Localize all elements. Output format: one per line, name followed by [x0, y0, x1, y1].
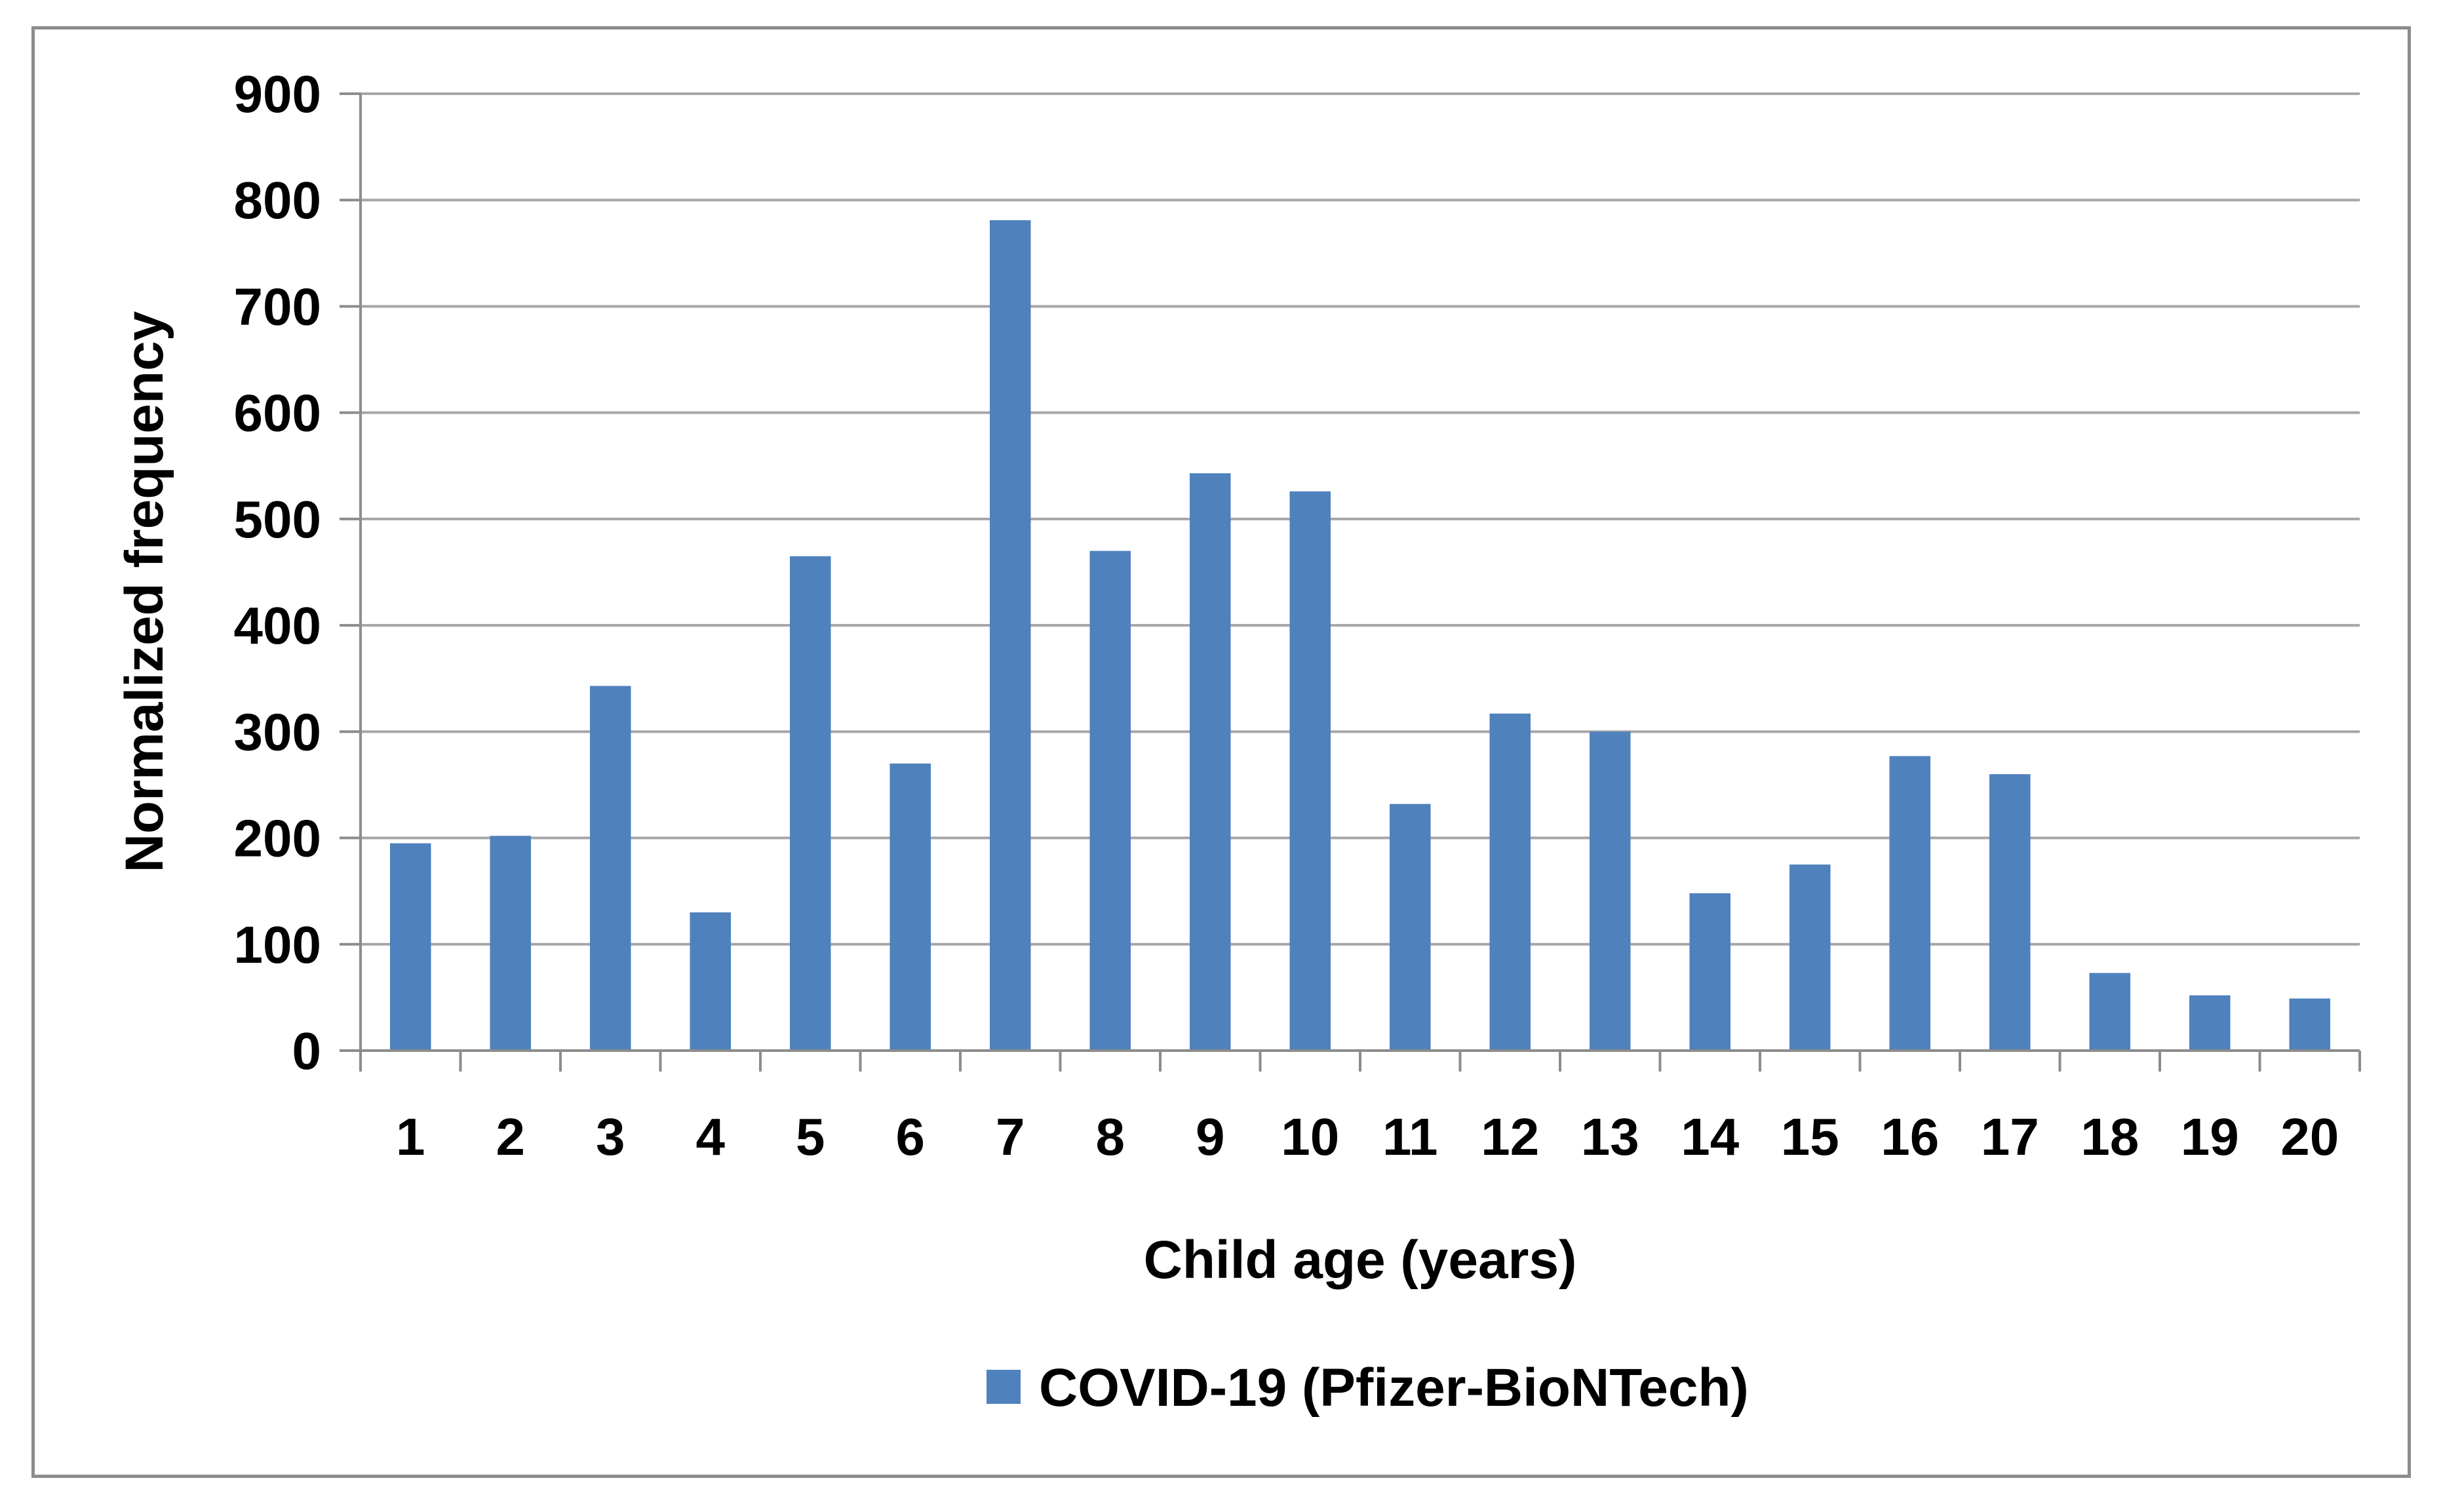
bar	[1689, 893, 1731, 1051]
y-tick-label: 300	[234, 703, 321, 761]
x-tick-label: 20	[2280, 1108, 2339, 1166]
x-tick-label: 13	[1581, 1108, 1639, 1166]
bar	[789, 556, 831, 1051]
x-tick-label: 11	[1382, 1108, 1438, 1166]
x-tick-label: 5	[796, 1108, 825, 1166]
bar	[1489, 713, 1531, 1051]
x-tick-label: 16	[1881, 1108, 1939, 1166]
x-tick-label: 3	[596, 1108, 625, 1166]
y-tick-label: 200	[234, 809, 321, 868]
legend-swatch	[987, 1370, 1021, 1404]
bar	[690, 912, 732, 1051]
x-tick-label: 7	[996, 1108, 1025, 1166]
x-tick-label: 14	[1681, 1108, 1739, 1166]
bar	[389, 843, 431, 1051]
bar	[1989, 774, 2031, 1051]
bar	[2189, 995, 2231, 1051]
y-tick-label: 100	[234, 916, 321, 974]
bar	[1389, 804, 1431, 1051]
bar	[490, 836, 532, 1051]
x-tick-label: 15	[1781, 1108, 1839, 1166]
y-tick-label: 400	[234, 596, 321, 655]
y-tick-label: 700	[234, 277, 321, 336]
x-tick-labels: 1 2 3 4 5 6 7 8 9 10 11 12 13 14 15 16 17 18 19 20	[396, 1108, 2339, 1166]
bar	[2089, 973, 2131, 1051]
bar	[889, 764, 931, 1051]
bar	[989, 220, 1031, 1051]
y-tick-label: 600	[234, 384, 321, 442]
bar	[1189, 473, 1231, 1051]
x-tick-label: 17	[1981, 1108, 2039, 1166]
x-tick-label: 18	[2081, 1108, 2139, 1166]
y-tick-labels: 0 100 200 300 400 500 600 700 800 900	[234, 65, 321, 1080]
bar	[1589, 731, 1631, 1051]
gridlines	[361, 92, 2360, 946]
y-axis-title: Normalized frequency	[115, 311, 174, 872]
bar	[1089, 551, 1131, 1051]
axes	[340, 92, 2361, 1072]
y-tick-label: 0	[292, 1022, 322, 1080]
legend-label: COVID-19 (Pfizer-BioNTech)	[1039, 1358, 1749, 1418]
x-tick-label: 8	[1096, 1108, 1125, 1166]
y-tick-label: 800	[234, 171, 321, 229]
x-tick-label: 10	[1281, 1108, 1339, 1166]
y-tick-label: 900	[234, 65, 321, 123]
x-tick-label: 12	[1481, 1108, 1539, 1166]
bar	[589, 686, 631, 1051]
legend: COVID-19 (Pfizer-BioNTech)	[987, 1358, 1749, 1418]
bar	[2289, 998, 2331, 1051]
y-tick-label: 500	[234, 490, 321, 549]
bar	[1889, 756, 1931, 1051]
bars	[389, 220, 2331, 1051]
x-axis-title: Child age (years)	[1144, 1230, 1577, 1290]
x-tick-label: 9	[1196, 1108, 1225, 1166]
x-tick-label: 4	[696, 1108, 726, 1166]
x-tick-label: 6	[896, 1108, 926, 1166]
bar	[1789, 864, 1831, 1051]
x-tick-label: 19	[2181, 1108, 2239, 1166]
x-tick-label: 1	[396, 1108, 425, 1166]
bar	[1289, 491, 1331, 1051]
x-tick-label: 2	[496, 1108, 526, 1166]
